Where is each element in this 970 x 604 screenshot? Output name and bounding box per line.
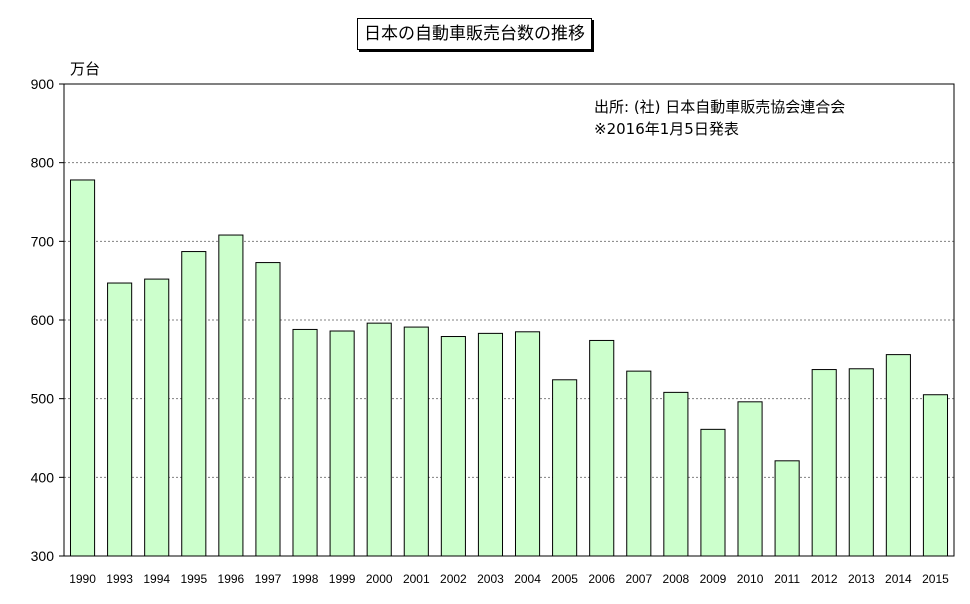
bar-2004 [514,331,541,557]
x-tick-label: 2008 [663,572,690,586]
x-tick-label: 2009 [700,572,727,586]
y-tick-label: 500 [31,391,55,407]
x-tick-label: 1994 [143,572,170,586]
y-tick-label: 700 [31,233,55,249]
x-tick-label: 2003 [477,572,504,586]
bar-1996 [218,234,244,557]
chart-title: 日本の自動車販売台数の推移 [357,18,592,50]
bar-2011 [774,460,800,557]
release-date-note: ※2016年1月5日発表 [594,120,739,138]
bar-2000 [366,322,392,557]
bar-2008 [663,391,689,557]
y-tick-label: 600 [31,312,55,328]
x-axis-ticks: 1990 1993 1994 1995 1996 1997 1998 1999 2000 2001… [69,572,949,586]
x-tick-label: 2007 [625,572,652,586]
bars [69,179,949,557]
x-tick-label: 2010 [737,572,764,586]
bar-1990 [69,179,96,557]
x-tick-label: 1997 [255,572,282,586]
x-tick-label: 2001 [403,572,430,586]
bar-2013 [848,368,874,557]
x-tick-label: 2012 [811,572,838,586]
y-tick-label: 900 [31,76,55,92]
y-axis-ticks: 300 400 500 600 700 800 900 [31,76,64,564]
bar-1993 [107,282,133,557]
bar-2003 [477,332,504,557]
x-tick-label: 1996 [218,572,245,586]
bar-1999 [329,330,355,557]
bar-2007 [626,370,652,557]
x-tick-label: 1993 [106,572,133,586]
y-tick-label: 800 [31,155,55,171]
bar-2015 [922,394,949,557]
x-tick-label: 1990 [69,572,96,586]
x-tick-label: 1998 [292,572,319,586]
bar-2012 [811,369,837,557]
x-tick-label: 2015 [922,572,949,586]
x-tick-label: 2014 [885,572,912,586]
x-tick-label: 2011 [774,572,800,586]
y-tick-label: 400 [31,469,55,485]
bar-1998 [292,328,318,557]
bar-2009 [700,428,726,557]
x-tick-label: 1995 [180,572,207,586]
x-tick-label: 2006 [588,572,615,586]
bar-2002 [440,336,466,557]
x-tick-label: 2005 [551,572,578,586]
source-annotation: 出所: (社) 日本自動車販売協会連合会 ※2016年1月5日発表 [594,96,845,140]
x-tick-label: 2000 [366,572,393,586]
x-tick-label: 2013 [848,572,875,586]
bar-2001 [403,326,429,557]
bar-2010 [737,401,763,557]
grid-lines [64,162,954,478]
bar-1994 [144,278,170,557]
source-line: 出所: (社) 日本自動車販売協会連合会 [594,98,846,116]
bar-1997 [255,262,281,557]
x-tick-label: 2002 [440,572,467,586]
bar-2014 [885,354,911,557]
x-tick-label: 1999 [329,572,356,586]
bar-2006 [589,339,615,557]
bar-2005 [552,379,578,557]
y-axis-unit-label: 万台 [70,60,101,78]
x-tick-label: 2004 [514,572,541,586]
y-tick-label: 300 [31,548,55,564]
bar-1995 [181,251,207,557]
